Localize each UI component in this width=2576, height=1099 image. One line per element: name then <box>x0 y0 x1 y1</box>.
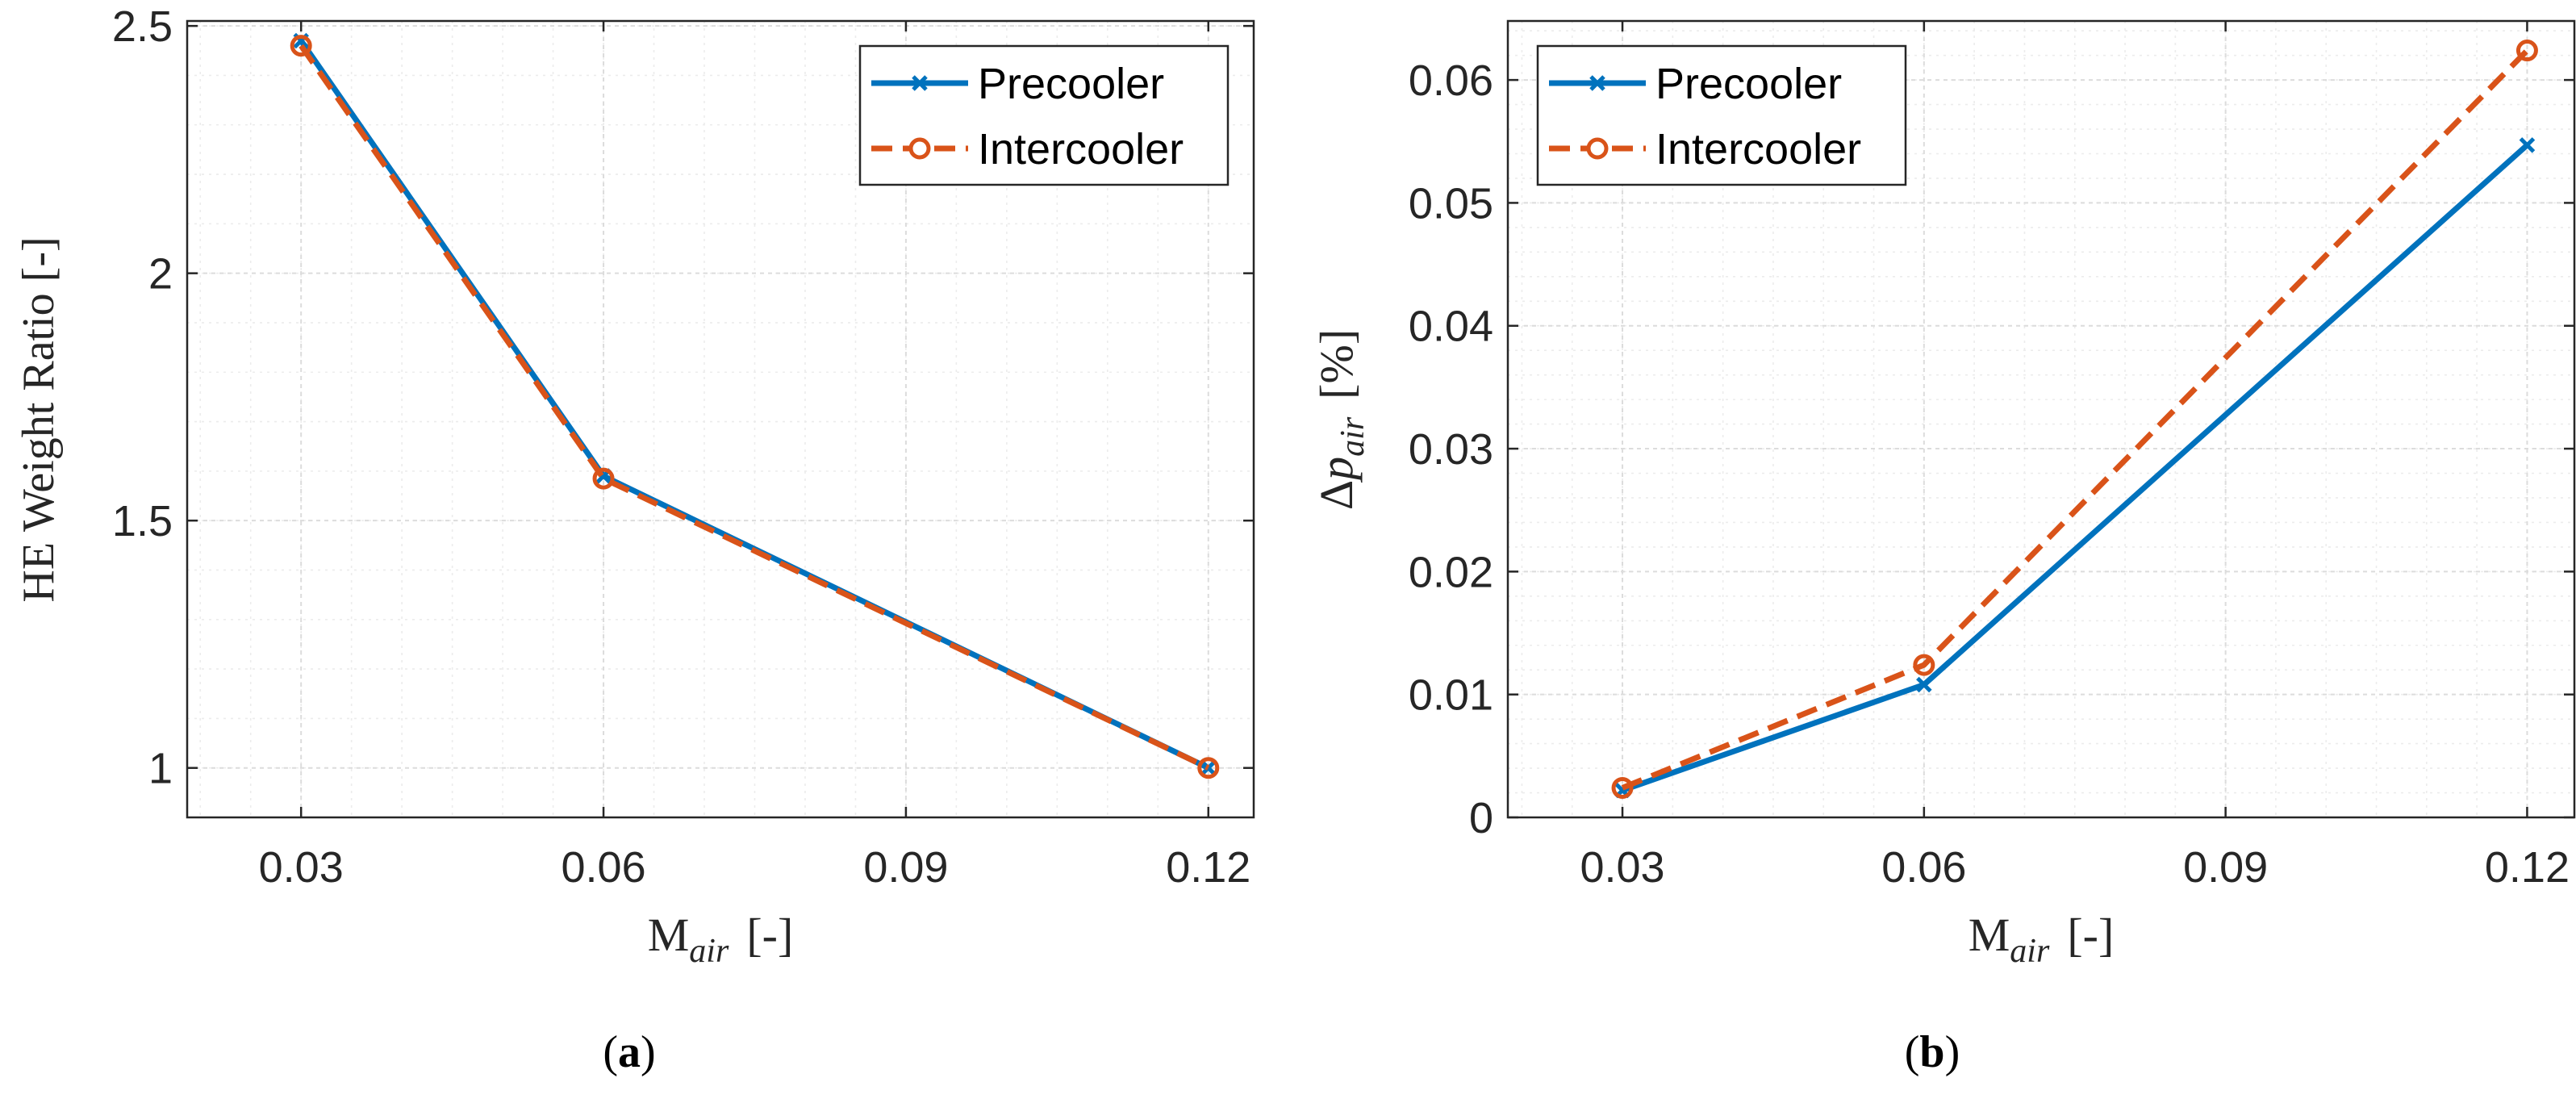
chart-b-legend-box <box>1536 44 1907 186</box>
chart-b-precooler-point-1 <box>1916 676 1932 693</box>
chart-a-legend-precooler-label: Precooler <box>978 60 1164 108</box>
chart-b-ticks <box>1508 21 2574 819</box>
chart-a-legend-intercooler-label: Intercooler <box>978 125 1184 173</box>
chart-a-x-tick-label-1: 0.06 <box>562 843 646 892</box>
chart-a-x-tick-label-3: 0.12 <box>1166 843 1250 892</box>
chart-b-y-tick-label-2: 0.02 <box>1409 548 1493 596</box>
chart-b-plot-frame <box>1506 19 2576 819</box>
chart-b-y-axis-label: Δpair[%] <box>1310 329 1372 510</box>
chart-a-ticks <box>187 21 1254 817</box>
chart-a-plot-frame <box>186 19 1255 819</box>
chart-b-legend: Precooler Intercooler <box>1536 44 1907 186</box>
chart-a-legend-box <box>858 44 1230 186</box>
chart-a-y-tick-label-3: 2.5 <box>112 2 173 51</box>
chart-a-x-axis-label: Mair [-] <box>648 909 794 970</box>
chart-b-legend-precooler-label: Precooler <box>1655 60 1842 108</box>
chart-a-legend: Precooler Intercooler <box>858 44 1230 186</box>
chart-b-panel-label: (b) <box>1905 1027 1960 1077</box>
chart-a-y-tick-labels: 1 1.5 2 2.5 <box>112 2 173 793</box>
chart-b-y-tick-label-3: 0.03 <box>1409 425 1493 474</box>
chart-a-y-tick-label-2: 2 <box>148 250 173 299</box>
chart-b-y-tick-labels: 0 0.01 0.02 0.03 0.04 0.05 0.06 <box>1409 56 1493 842</box>
chart-b-legend-precooler-marker <box>1589 75 1605 91</box>
chart-a-y-tick-label-1: 1.5 <box>112 497 173 545</box>
chart-a: 1 1.5 2 2.5 0.03 0.06 0.09 0.12 HE Weight Rati… <box>14 2 1255 1077</box>
chart-a-legend-intercooler-marker <box>908 137 931 160</box>
chart-a-x-tick-label-2: 0.09 <box>863 843 948 892</box>
chart-a-panel-label: (a) <box>603 1027 655 1077</box>
chart-b-intercooler-point-1 <box>1913 654 1935 676</box>
chart-b-y-tick-label-1: 0.01 <box>1409 671 1493 720</box>
chart-a-x-tick-label-0: 0.03 <box>259 843 344 892</box>
chart-b-x-tick-label-2: 0.09 <box>2183 843 2268 892</box>
chart-b: 00.010.020.030.040.050.06 0.03 0.06 0.09 0.… <box>1310 19 2576 1077</box>
chart-b-intercooler-point-2 <box>2515 40 2538 62</box>
chart-b-x-axis-label: Mair [-] <box>1969 909 2115 970</box>
chart-b-x-tick-label-3: 0.12 <box>2485 843 2570 892</box>
chart-b-x-tick-label-1: 0.06 <box>1881 843 1966 892</box>
chart-a-intercooler-line <box>299 44 1210 771</box>
chart-a-intercooler-point-1 <box>592 467 615 490</box>
chart-b-intercooler-point-0 <box>1611 776 1634 799</box>
chart-b-legend-intercooler-marker <box>1586 137 1609 160</box>
chart-b-y-tick-label-4: 0.04 <box>1409 303 1493 351</box>
chart-a-legend-precooler-marker <box>912 75 928 91</box>
chart-b-y-tick-label-5: 0.05 <box>1409 179 1493 228</box>
chart-b-x-tick-labels: 0.03 0.06 0.09 0.12 <box>1580 843 2570 892</box>
chart-b-x-tick-label-0: 0.03 <box>1580 843 1664 892</box>
chart-a-intercooler-point-2 <box>1197 757 1220 779</box>
chart-a-x-tick-labels: 0.03 0.06 0.09 0.12 <box>259 843 1251 892</box>
chart-b-legend-intercooler-label: Intercooler <box>1655 125 1861 173</box>
chart-b-series <box>1611 40 2538 799</box>
chart-b-precooler-point-2 <box>2519 137 2536 153</box>
chart-a-series <box>290 32 1220 779</box>
chart-b-intercooler-line <box>1621 48 2529 791</box>
chart-b-y-tick-label-6: 0.06 <box>1409 56 1493 105</box>
chart-b-y-tick-label-0: 0 <box>1469 794 1493 842</box>
chart-a-intercooler-point-0 <box>290 35 312 57</box>
chart-a-y-axis-label: HE Weight Ratio [-] <box>14 236 64 602</box>
chart-a-y-tick-label-0: 1 <box>148 745 173 793</box>
